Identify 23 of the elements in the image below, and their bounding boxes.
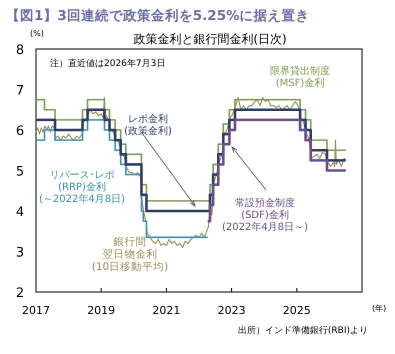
annotation: 注）直近値は2026年7月3日 xyxy=(50,58,166,69)
y-tick-label: 2 xyxy=(16,286,24,301)
series-label: 銀行間翌日物金利(10日移動平均) xyxy=(92,236,168,274)
series-label: リバース･レポ(RRP)金利(～2022年4月8日) xyxy=(39,170,126,205)
x-tick-label: 2025 xyxy=(282,304,311,317)
series-label: レポ金利(政策金利) xyxy=(124,113,172,137)
series-label: 常設預金制度(SDF)金利(2022年4月8日～) xyxy=(222,197,308,233)
x-tick-label: 2017 xyxy=(22,304,50,317)
y-tick-label: 6 xyxy=(16,124,24,139)
y-tick-label: 4 xyxy=(16,205,24,220)
y-tick-label: 3 xyxy=(16,246,24,260)
x-tick-label: 2023 xyxy=(218,304,246,317)
y-tick-label: 7 xyxy=(16,84,24,98)
y-tick-label: 8 xyxy=(16,43,24,58)
text: 出所）インド準備銀行(RBI)より xyxy=(238,325,368,336)
chart-title: 【図1】3回連続で政策金利を5.25%に据え置き xyxy=(6,8,310,24)
x-tick-label: 2019 xyxy=(87,304,116,317)
series-label: 限界貸出制度(MSF)金利 xyxy=(270,65,330,89)
x-axis-title: (年) xyxy=(372,304,386,313)
y-tick-label: 5 xyxy=(16,164,24,180)
y-axis-title: (%) xyxy=(30,29,44,38)
chart-subtitle: 政策金利と銀行間金利(日次) xyxy=(133,32,287,46)
x-tick-label: 2021 xyxy=(152,304,180,317)
